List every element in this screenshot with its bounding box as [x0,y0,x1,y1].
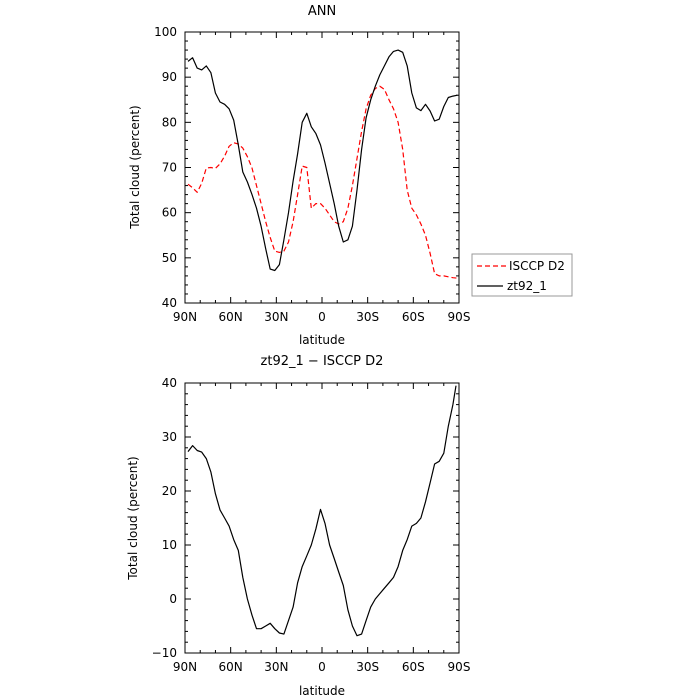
y-tick-label: 70 [162,161,177,175]
x-tick-label: 60S [402,660,425,674]
legend-label-isccp: ISCCP D2 [509,259,565,273]
series-line [187,85,458,279]
x-tick-label: 30N [264,660,288,674]
y-tick-label: 60 [162,206,177,220]
x-tick-label: 90S [448,310,471,324]
plot-frame [184,31,460,304]
series-group [187,385,457,637]
x-tick-label: 90S [448,660,471,674]
legend: ISCCP D2 zt92_1 [471,253,573,297]
series-line [187,49,458,272]
x-tick-label: 30S [356,310,379,324]
legend-box [471,253,573,297]
chart-title: ANN [308,4,336,19]
chart-top: ANN 90N 60N 30N 0 30S 60S 90S 40 50 60 70 80 90 100 l… [128,4,470,347]
x-tick-label: 90N [173,660,197,674]
chart-bottom: zt92_1 − ISCCP D2 90N 60N 30N 0 30S 60S 90S −10… [126,354,470,698]
x-tick-label: 30S [356,660,379,674]
y-tick-label: −10 [152,646,177,660]
y-tick-label: 0 [169,592,177,606]
y-tick-label: 30 [162,430,177,444]
chart-title: zt92_1 − ISCCP D2 [261,354,384,369]
y-axis-label: Total cloud (percent) [128,105,142,229]
y-tick-label: 10 [162,538,177,552]
y-tick-label: 40 [162,296,177,310]
x-tick-label: 0 [318,660,326,674]
y-tick-label: 50 [162,251,177,265]
x-tick-label: 60N [219,660,243,674]
y-axis-label: Total cloud (percent) [126,456,140,580]
y-tick-label: 20 [162,484,177,498]
axis-ticks: 90N 60N 30N 0 30S 60S 90S 40 50 60 70 80 90 100 [154,25,470,324]
x-tick-label: 30N [264,310,288,324]
y-tick-label: 40 [162,376,177,390]
axis-ticks: 90N 60N 30N 0 30S 60S 90S −10 0 10 20 30 40 [152,376,471,674]
x-axis-label: latitude [299,333,345,347]
y-tick-label: 90 [162,70,177,84]
plot-frame [184,382,460,654]
series-group [187,49,458,279]
y-tick-label: 100 [154,25,177,39]
x-tick-label: 90N [173,310,197,324]
legend-label-zt92: zt92_1 [507,279,547,293]
y-tick-label: 80 [162,115,177,129]
x-axis-label: latitude [299,684,345,698]
x-tick-label: 60N [219,310,243,324]
series-line [187,385,457,637]
x-tick-label: 0 [318,310,326,324]
x-tick-label: 60S [402,310,425,324]
